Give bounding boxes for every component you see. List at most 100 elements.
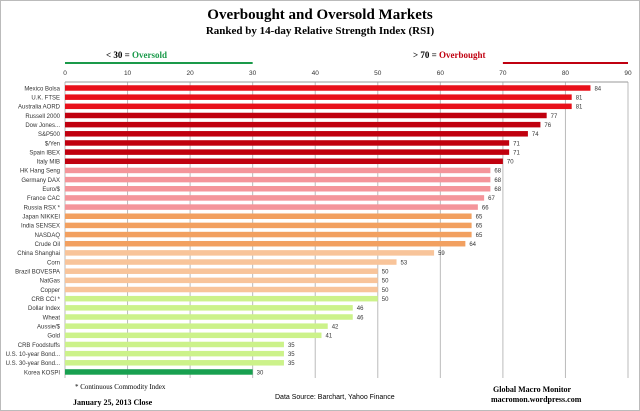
data-label: 71 (513, 141, 520, 147)
bar (65, 305, 353, 311)
category-label: Copper (40, 288, 60, 294)
data-label: 84 (594, 86, 601, 92)
data-label: 59 (438, 251, 445, 257)
data-label: 35 (288, 361, 295, 367)
category-label: Mexico Bolsa (24, 86, 60, 92)
category-label: Euro/$ (42, 187, 60, 193)
overbought-legend: > 70 = Overbought (413, 50, 486, 60)
data-label: 46 (357, 306, 364, 312)
bar (65, 121, 541, 128)
data-label: 68 (494, 178, 501, 184)
chart-title: Overbought and Oversold Markets (207, 7, 433, 23)
data-label: 81 (576, 105, 583, 111)
data-label: 65 (476, 215, 483, 221)
data-label: 53 (401, 260, 408, 266)
category-label: NASDAQ (35, 233, 61, 239)
x-tick-label: 0 (63, 70, 67, 77)
category-label: U.S. 10-year Bond... (6, 352, 61, 358)
category-label: U.S. 30-year Bond... (6, 361, 61, 367)
x-tick-label: 10 (124, 70, 132, 77)
x-tick-label: 60 (437, 70, 445, 77)
x-tick-label: 40 (312, 70, 320, 77)
bar (65, 286, 378, 293)
bar (65, 314, 353, 320)
category-label: Russia RSX * (24, 205, 61, 211)
data-label: 68 (494, 169, 501, 175)
data-label: 64 (469, 242, 476, 248)
bar (65, 103, 572, 110)
data-source: Data Source: Barchart, Yahoo Finance (275, 394, 395, 401)
category-label: France CAC (27, 196, 61, 202)
data-label: 35 (288, 352, 295, 358)
data-label: 66 (482, 205, 489, 211)
footnote: * Continuous Commodity Index (75, 383, 166, 391)
bar (65, 204, 478, 210)
data-label: 74 (532, 132, 539, 138)
bar (65, 323, 328, 329)
category-label: HK Hang Seng (20, 169, 60, 175)
category-label: Gold (47, 334, 60, 340)
data-label: 65 (476, 224, 483, 230)
x-tick-label: 20 (186, 70, 194, 77)
data-label: 50 (382, 270, 389, 276)
data-label: 67 (488, 196, 495, 202)
data-label: 50 (382, 279, 389, 285)
bar (65, 85, 591, 91)
category-label: Korea KOSPI (24, 370, 60, 376)
bar (65, 332, 322, 339)
x-tick-label: 80 (562, 70, 570, 77)
category-label: Russell 2000 (25, 114, 60, 120)
x-tick-label: 90 (624, 70, 632, 77)
bar (65, 176, 491, 183)
oversold-legend: < 30 = Oversold (106, 50, 167, 60)
category-label: Dow Jones... (25, 123, 60, 129)
data-label: 50 (382, 288, 389, 294)
category-label: S&P500 (38, 132, 61, 138)
site-url: macromon.wordpress.com (491, 395, 582, 404)
category-label: CRB CCI * (31, 297, 60, 303)
bar (65, 295, 378, 302)
bar (65, 231, 472, 238)
bar (65, 195, 485, 201)
data-label: 68 (494, 187, 501, 193)
oversold-prefix: < 30 = (106, 50, 133, 60)
category-label: Brazil BOVESPA (15, 270, 60, 276)
bar (65, 213, 472, 219)
category-label: CRB Foodstuffs (18, 343, 60, 349)
bar (65, 240, 466, 247)
category-label: Aussie/$ (37, 324, 61, 330)
overbought-prefix: > 70 = (413, 50, 440, 60)
category-label: India SENSEX (21, 224, 60, 230)
x-tick-label: 30 (249, 70, 257, 77)
data-label: 35 (288, 343, 295, 349)
category-label: Australia AORD (18, 105, 61, 111)
category-label: Corn (47, 260, 60, 266)
data-label: 46 (357, 315, 364, 321)
data-label: 42 (332, 324, 339, 330)
bar (65, 268, 378, 274)
bar (65, 149, 510, 155)
date-label: January 25, 2013 Close (73, 398, 153, 407)
x-tick-label: 70 (499, 70, 507, 77)
bar (65, 94, 572, 100)
bar (65, 112, 547, 119)
category-label: Germany DAX (21, 178, 60, 184)
data-label: 41 (325, 334, 332, 340)
category-label: $/Yen (45, 141, 60, 147)
brand: Global Macro Monitor (493, 385, 572, 394)
x-tick-label: 50 (374, 70, 382, 77)
bar (65, 369, 253, 375)
data-label: 70 (507, 160, 514, 166)
oversold-label: Oversold (132, 50, 168, 60)
category-label: Spain IBEX (29, 150, 60, 156)
bar (65, 158, 503, 165)
bar (65, 259, 397, 265)
category-label: Dollar Index (28, 306, 60, 312)
bar (65, 140, 510, 146)
data-label: 71 (513, 150, 520, 156)
bar (65, 360, 284, 366)
category-label: China Shanghai (17, 251, 60, 257)
category-label: Italy MIB (37, 160, 60, 166)
